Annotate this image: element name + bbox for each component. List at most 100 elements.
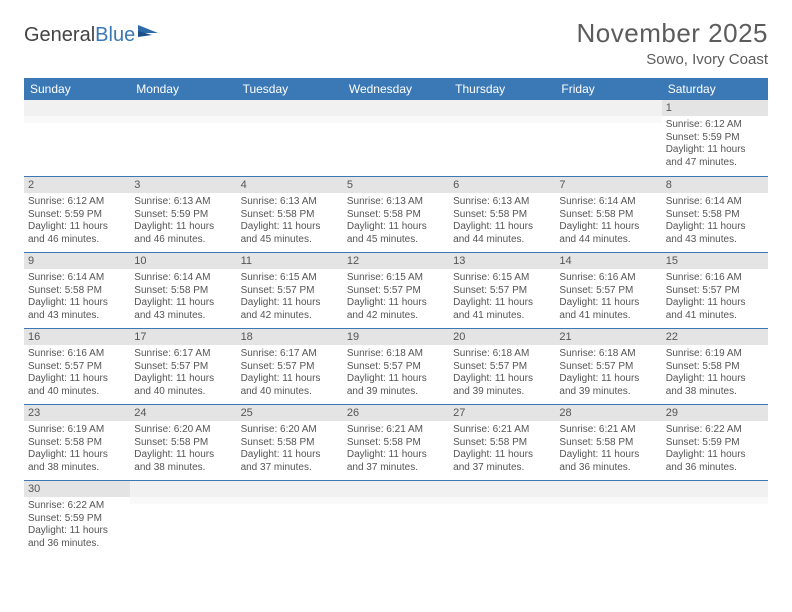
day-sr: Sunrise: 6:14 AM <box>559 196 657 209</box>
calendar-day-cell <box>130 100 236 176</box>
day-ss: Sunset: 5:57 PM <box>559 285 657 298</box>
day-d2: and 43 minutes. <box>28 310 126 323</box>
day-number: 25 <box>237 405 343 421</box>
day-number: 12 <box>343 253 449 269</box>
calendar-day-cell: 12Sunrise: 6:15 AMSunset: 5:57 PMDayligh… <box>343 252 449 328</box>
calendar-day-cell: 5Sunrise: 6:13 AMSunset: 5:58 PMDaylight… <box>343 176 449 252</box>
day-d2: and 38 minutes. <box>134 462 232 475</box>
day-sr: Sunrise: 6:12 AM <box>666 119 764 132</box>
day-sr: Sunrise: 6:20 AM <box>241 424 339 437</box>
day-content: Sunrise: 6:17 AMSunset: 5:57 PMDaylight:… <box>130 345 236 402</box>
day-number <box>449 100 555 116</box>
day-number: 19 <box>343 329 449 345</box>
calendar-day-cell: 4Sunrise: 6:13 AMSunset: 5:58 PMDaylight… <box>237 176 343 252</box>
day-d1: Daylight: 11 hours <box>347 449 445 462</box>
day-number: 10 <box>130 253 236 269</box>
day-content <box>449 497 555 504</box>
day-content: Sunrise: 6:19 AMSunset: 5:58 PMDaylight:… <box>662 345 768 402</box>
weekday-friday: Friday <box>555 78 661 100</box>
calendar-day-cell: 27Sunrise: 6:21 AMSunset: 5:58 PMDayligh… <box>449 404 555 480</box>
day-d2: and 40 minutes. <box>28 386 126 399</box>
day-number: 17 <box>130 329 236 345</box>
day-ss: Sunset: 5:58 PM <box>666 361 764 374</box>
calendar-day-cell: 30Sunrise: 6:22 AMSunset: 5:59 PMDayligh… <box>24 480 130 556</box>
calendar-week: 1Sunrise: 6:12 AMSunset: 5:59 PMDaylight… <box>24 100 768 176</box>
day-number <box>130 481 236 497</box>
day-content: Sunrise: 6:16 AMSunset: 5:57 PMDaylight:… <box>555 269 661 326</box>
day-d1: Daylight: 11 hours <box>134 449 232 462</box>
weekday-monday: Monday <box>130 78 236 100</box>
day-d1: Daylight: 11 hours <box>241 449 339 462</box>
month-title: November 2025 <box>577 18 769 49</box>
day-number: 18 <box>237 329 343 345</box>
calendar-day-cell <box>662 480 768 556</box>
day-number: 22 <box>662 329 768 345</box>
calendar-day-cell: 10Sunrise: 6:14 AMSunset: 5:58 PMDayligh… <box>130 252 236 328</box>
calendar-day-cell <box>237 480 343 556</box>
calendar-day-cell: 25Sunrise: 6:20 AMSunset: 5:58 PMDayligh… <box>237 404 343 480</box>
calendar-day-cell <box>24 100 130 176</box>
calendar-day-cell <box>130 480 236 556</box>
day-sr: Sunrise: 6:16 AM <box>666 272 764 285</box>
day-ss: Sunset: 5:58 PM <box>559 209 657 222</box>
day-content: Sunrise: 6:21 AMSunset: 5:58 PMDaylight:… <box>449 421 555 478</box>
day-d1: Daylight: 11 hours <box>559 221 657 234</box>
day-content <box>237 497 343 504</box>
day-d2: and 46 minutes. <box>134 234 232 247</box>
day-d2: and 37 minutes. <box>241 462 339 475</box>
header: GeneralBlue November 2025 Sowo, Ivory Co… <box>24 18 768 68</box>
day-number: 2 <box>24 177 130 193</box>
calendar-day-cell <box>237 100 343 176</box>
day-number: 4 <box>237 177 343 193</box>
day-number: 11 <box>237 253 343 269</box>
day-content: Sunrise: 6:18 AMSunset: 5:57 PMDaylight:… <box>555 345 661 402</box>
calendar-day-cell <box>343 100 449 176</box>
day-d1: Daylight: 11 hours <box>666 221 764 234</box>
day-sr: Sunrise: 6:21 AM <box>347 424 445 437</box>
day-d1: Daylight: 11 hours <box>347 373 445 386</box>
day-content: Sunrise: 6:18 AMSunset: 5:57 PMDaylight:… <box>343 345 449 402</box>
day-sr: Sunrise: 6:13 AM <box>134 196 232 209</box>
day-ss: Sunset: 5:58 PM <box>347 437 445 450</box>
day-d1: Daylight: 11 hours <box>241 373 339 386</box>
calendar-day-cell <box>555 480 661 556</box>
day-number <box>343 481 449 497</box>
day-number: 7 <box>555 177 661 193</box>
day-number: 24 <box>130 405 236 421</box>
day-ss: Sunset: 5:58 PM <box>453 437 551 450</box>
day-content: Sunrise: 6:14 AMSunset: 5:58 PMDaylight:… <box>555 193 661 250</box>
day-d2: and 47 minutes. <box>666 157 764 170</box>
day-number: 28 <box>555 405 661 421</box>
calendar-day-cell: 29Sunrise: 6:22 AMSunset: 5:59 PMDayligh… <box>662 404 768 480</box>
day-ss: Sunset: 5:57 PM <box>134 361 232 374</box>
calendar-day-cell: 24Sunrise: 6:20 AMSunset: 5:58 PMDayligh… <box>130 404 236 480</box>
day-number <box>237 100 343 116</box>
day-d2: and 44 minutes. <box>453 234 551 247</box>
calendar-day-cell <box>449 100 555 176</box>
day-sr: Sunrise: 6:22 AM <box>666 424 764 437</box>
day-ss: Sunset: 5:57 PM <box>347 285 445 298</box>
day-content: Sunrise: 6:17 AMSunset: 5:57 PMDaylight:… <box>237 345 343 402</box>
calendar-day-cell: 19Sunrise: 6:18 AMSunset: 5:57 PMDayligh… <box>343 328 449 404</box>
day-ss: Sunset: 5:57 PM <box>28 361 126 374</box>
day-number <box>130 100 236 116</box>
calendar-day-cell: 1Sunrise: 6:12 AMSunset: 5:59 PMDaylight… <box>662 100 768 176</box>
day-d2: and 43 minutes. <box>666 234 764 247</box>
day-sr: Sunrise: 6:19 AM <box>28 424 126 437</box>
day-d2: and 36 minutes. <box>666 462 764 475</box>
day-content: Sunrise: 6:20 AMSunset: 5:58 PMDaylight:… <box>130 421 236 478</box>
day-sr: Sunrise: 6:18 AM <box>453 348 551 361</box>
day-number: 3 <box>130 177 236 193</box>
day-d1: Daylight: 11 hours <box>28 525 126 538</box>
day-content: Sunrise: 6:14 AMSunset: 5:58 PMDaylight:… <box>662 193 768 250</box>
day-content <box>237 116 343 123</box>
day-d1: Daylight: 11 hours <box>28 449 126 462</box>
day-ss: Sunset: 5:57 PM <box>453 285 551 298</box>
day-d2: and 41 minutes. <box>559 310 657 323</box>
day-content <box>130 116 236 123</box>
day-sr: Sunrise: 6:13 AM <box>241 196 339 209</box>
day-content: Sunrise: 6:14 AMSunset: 5:58 PMDaylight:… <box>130 269 236 326</box>
day-d2: and 42 minutes. <box>241 310 339 323</box>
day-number <box>343 100 449 116</box>
day-ss: Sunset: 5:58 PM <box>28 285 126 298</box>
